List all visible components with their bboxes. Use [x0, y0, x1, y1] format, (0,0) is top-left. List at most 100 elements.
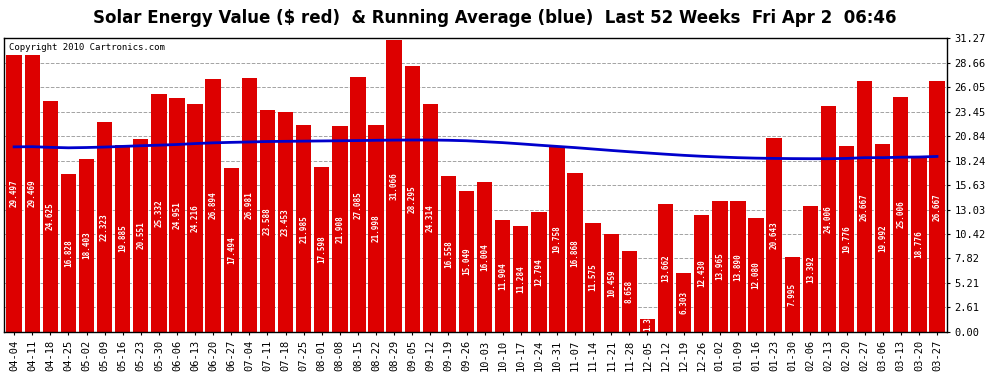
Bar [622, 251, 637, 332]
Bar [79, 159, 94, 332]
Text: 27.085: 27.085 [353, 191, 362, 219]
Bar [187, 105, 203, 332]
Text: 26.667: 26.667 [933, 193, 941, 220]
Text: 7.995: 7.995 [788, 283, 797, 306]
Text: 24.951: 24.951 [172, 201, 181, 229]
Text: 18.776: 18.776 [915, 230, 924, 258]
Bar [549, 146, 564, 332]
Text: 19.758: 19.758 [552, 225, 561, 253]
Text: 13.662: 13.662 [661, 254, 670, 282]
Bar [25, 55, 40, 332]
Text: 19.992: 19.992 [878, 224, 887, 252]
Text: 16.828: 16.828 [64, 239, 73, 267]
Text: 26.667: 26.667 [860, 193, 869, 220]
Text: 29.469: 29.469 [28, 180, 37, 207]
Text: 18.403: 18.403 [82, 232, 91, 260]
Bar [893, 97, 909, 332]
Bar [6, 55, 22, 332]
Text: 12.794: 12.794 [535, 258, 544, 286]
Text: 21.985: 21.985 [299, 215, 308, 243]
Text: 11.904: 11.904 [498, 262, 507, 290]
Bar [314, 166, 330, 332]
Bar [604, 234, 619, 332]
Text: Solar Energy Value ($ red)  & Running Average (blue)  Last 52 Weeks  Fri Apr 2  : Solar Energy Value ($ red) & Running Ave… [93, 9, 897, 27]
Bar [585, 223, 601, 332]
Bar [169, 98, 185, 332]
Bar [875, 144, 890, 332]
Bar [513, 226, 529, 332]
Text: 17.494: 17.494 [227, 236, 236, 264]
Bar [930, 81, 944, 332]
Text: 24.006: 24.006 [824, 205, 833, 233]
Text: 24.625: 24.625 [46, 202, 54, 230]
Bar [242, 78, 257, 332]
Bar [766, 138, 782, 332]
Text: 8.658: 8.658 [625, 280, 634, 303]
Bar [43, 100, 58, 332]
Text: 23.588: 23.588 [263, 207, 272, 235]
Bar [784, 257, 800, 332]
Text: 13.890: 13.890 [734, 253, 742, 280]
Bar [477, 182, 492, 332]
Text: 26.981: 26.981 [245, 191, 253, 219]
Text: 25.332: 25.332 [154, 199, 163, 227]
Text: 26.894: 26.894 [209, 192, 218, 219]
Text: 11.575: 11.575 [589, 264, 598, 291]
Bar [694, 215, 710, 332]
Bar [368, 125, 384, 332]
Bar [115, 145, 131, 332]
Bar [296, 125, 311, 332]
Text: 16.868: 16.868 [570, 239, 579, 267]
Text: Copyright 2010 Cartronics.com: Copyright 2010 Cartronics.com [9, 43, 164, 52]
Text: 6.303: 6.303 [679, 291, 688, 314]
Text: 23.453: 23.453 [281, 208, 290, 236]
Text: 12.080: 12.080 [751, 261, 760, 289]
Bar [532, 212, 546, 332]
Bar [224, 168, 239, 332]
Text: 20.643: 20.643 [769, 221, 778, 249]
Text: 22.323: 22.323 [100, 213, 109, 241]
Bar [839, 146, 854, 332]
Bar [441, 176, 456, 332]
Bar [259, 110, 275, 332]
Bar [458, 190, 474, 332]
Text: 19.885: 19.885 [118, 225, 127, 252]
Text: 13.965: 13.965 [716, 252, 725, 280]
Bar [911, 156, 927, 332]
Bar [350, 78, 365, 332]
Text: 16.558: 16.558 [444, 240, 452, 268]
Text: 24.314: 24.314 [426, 204, 435, 232]
Text: 16.004: 16.004 [480, 243, 489, 271]
Bar [60, 174, 76, 332]
Text: 1.364: 1.364 [643, 308, 652, 331]
Text: 15.049: 15.049 [462, 248, 471, 275]
Text: 12.430: 12.430 [697, 260, 706, 287]
Bar [748, 219, 763, 332]
Bar [567, 174, 583, 332]
Text: 10.459: 10.459 [607, 269, 616, 297]
Text: 19.776: 19.776 [842, 225, 851, 253]
Bar [803, 206, 818, 332]
Bar [386, 40, 402, 332]
Bar [712, 201, 728, 332]
Text: 13.392: 13.392 [806, 255, 815, 283]
Text: 20.551: 20.551 [137, 222, 146, 249]
Text: 17.598: 17.598 [317, 236, 327, 263]
Bar [495, 220, 511, 332]
Bar [278, 112, 293, 332]
Bar [151, 94, 166, 332]
Text: 25.006: 25.006 [896, 201, 905, 228]
Bar [857, 81, 872, 332]
Bar [333, 126, 347, 332]
Bar [821, 106, 837, 332]
Text: 28.295: 28.295 [408, 185, 417, 213]
Text: 21.908: 21.908 [336, 215, 345, 243]
Bar [405, 66, 420, 332]
Text: 31.066: 31.066 [390, 172, 399, 200]
Text: 24.216: 24.216 [190, 204, 200, 232]
Bar [676, 273, 691, 332]
Bar [423, 104, 438, 332]
Bar [206, 79, 221, 332]
Bar [731, 201, 745, 332]
Bar [640, 319, 655, 332]
